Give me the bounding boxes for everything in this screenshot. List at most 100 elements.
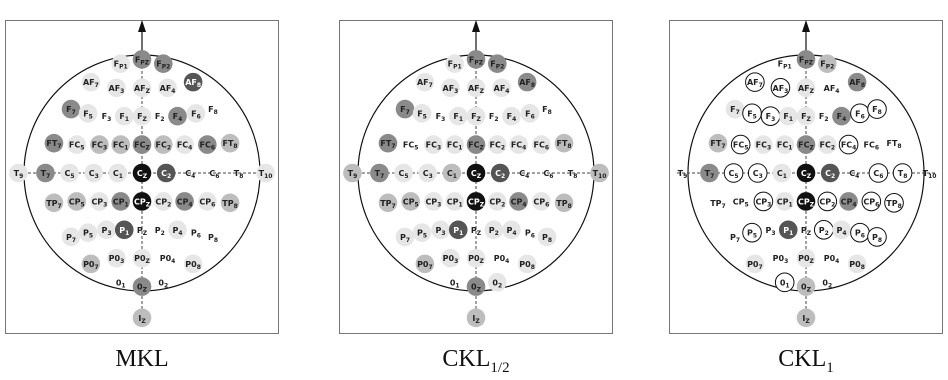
electrode-label: FC6 xyxy=(200,141,216,152)
electrode-label-sub: 4 xyxy=(188,201,192,208)
electrode-cp4: CP4 xyxy=(175,192,194,211)
electrode-label: CP3 xyxy=(91,197,107,208)
caption-base: MKL xyxy=(115,346,169,372)
electrode-disc xyxy=(394,163,413,183)
electrode-t10: T10 xyxy=(590,163,609,183)
electrode-label: TP7 xyxy=(46,199,62,210)
electrode-label: P8 xyxy=(872,233,882,244)
electrode-disc xyxy=(132,163,152,183)
electrode-po4: P04 xyxy=(160,254,176,265)
electrode-disc xyxy=(67,135,86,154)
electrode-label-sub: 7 xyxy=(736,109,740,116)
electrode-label: P7 xyxy=(66,233,76,244)
electrode-disc xyxy=(401,192,420,211)
electrode-label: CP5 xyxy=(69,197,85,208)
electrode-disc xyxy=(90,192,109,211)
electrode-label-sub: 8 xyxy=(548,109,552,116)
electrode-cp3: CP3 xyxy=(424,192,443,211)
electrode-label: IZ xyxy=(138,314,146,325)
electrode-label: 01 xyxy=(780,278,790,289)
electrode-disc xyxy=(445,192,464,211)
electrode-disc xyxy=(796,192,816,211)
electrode-label-sub: 6 xyxy=(545,145,549,152)
electrode-disc xyxy=(778,220,798,240)
electrode-disc xyxy=(183,72,203,92)
electrode-p3: P3 xyxy=(97,220,116,240)
electrode-disc xyxy=(186,104,206,123)
electrode-label: P0Z xyxy=(134,254,150,265)
electrode-disc xyxy=(114,220,134,240)
electrode-po8: P08 xyxy=(847,254,867,274)
electrode-label: P8 xyxy=(208,233,218,244)
electrode-label-sub: 8 xyxy=(531,264,535,271)
electrode-label: C3 xyxy=(423,169,433,180)
electrode-p1: P1 xyxy=(114,220,134,240)
electrode-fc1: FC1 xyxy=(445,135,464,154)
electrode-label-sub: 7 xyxy=(406,237,410,244)
electrode-disc xyxy=(832,106,851,126)
electrode-cp4: CP4 xyxy=(839,192,858,211)
electrode-p7: P7 xyxy=(395,227,415,247)
electrode-label: P07 xyxy=(417,260,433,271)
electrode-label: P4 xyxy=(172,226,182,237)
electrode-label-sub: Z xyxy=(143,116,148,123)
topomap-panel-mkl: FPZ FP1 FP2 AF7 AF3 AFZ AF4 AF8 F7 F5 F3 F1 FZ F2 F4 F6… xyxy=(5,20,279,334)
electrode-disc xyxy=(154,54,173,73)
electrode-label: C2 xyxy=(825,169,835,180)
electrode-ft7: FT7 xyxy=(708,133,728,153)
electrode-label-sub: 5 xyxy=(70,173,74,180)
electrode-label-sub: 1 xyxy=(783,173,787,180)
electrode-disc xyxy=(796,50,816,69)
electrode-f6: F6 xyxy=(186,104,206,123)
electrode-label-sub: 2 xyxy=(164,282,168,289)
electrode-label-sub: 8 xyxy=(861,264,865,271)
electrode-disc xyxy=(183,254,203,274)
electrode-label: FZ xyxy=(801,112,811,123)
electrode-label: FT7 xyxy=(380,139,395,150)
electrode-label-sub: 3 xyxy=(454,258,458,265)
electrode-disc xyxy=(132,106,152,126)
electrode-c5: C5 xyxy=(723,163,744,183)
electrode-label: P04 xyxy=(160,254,176,265)
electrode-disc xyxy=(132,135,152,154)
electrode-label-sub: Z xyxy=(146,258,151,265)
electrode-label-sub: 4 xyxy=(505,88,509,95)
electrode-label-sub: 6 xyxy=(545,201,549,208)
electrode-label-sub: 8 xyxy=(548,237,552,244)
electrode-cp1: CP1 xyxy=(445,192,464,211)
electrode-po3: P03 xyxy=(773,254,789,265)
electrode-label: 01 xyxy=(450,278,460,289)
electrode-label: FCZ xyxy=(134,141,150,152)
electrode-disc xyxy=(111,135,130,154)
electrode-label: F8 xyxy=(872,105,882,116)
electrode-label: TP7 xyxy=(710,199,726,210)
electrode-disc xyxy=(466,192,486,211)
electrode-label-sub: 8 xyxy=(531,82,535,89)
electrode-label: T7 xyxy=(705,169,715,180)
electrode-label-sub: 4 xyxy=(512,230,516,237)
electrode-f3: F3 xyxy=(436,112,446,123)
electrode-disc xyxy=(725,99,745,119)
electrode-label: CP6 xyxy=(199,197,215,208)
electrode-disc xyxy=(796,277,816,296)
electrode-label-sub: 7 xyxy=(72,109,76,116)
electrode-disc xyxy=(796,106,816,126)
electrode-label-sub: 6 xyxy=(861,113,865,120)
electrode-label: FC5 xyxy=(733,141,749,152)
electrode-label: FC4 xyxy=(177,141,193,152)
caption-sub: 1 xyxy=(826,359,834,376)
electrode-label-sub: 10 xyxy=(264,173,272,180)
electrode-afz: AFZ xyxy=(466,78,486,98)
electrode-label: 0Z xyxy=(137,283,148,294)
electrode-label-sub: 6 xyxy=(531,113,535,120)
electrode-label: CP4 xyxy=(511,197,527,208)
electrode-label: PZ xyxy=(137,226,148,237)
electrode-p8: P8 xyxy=(537,227,557,247)
electrode-label-sub: P2 xyxy=(496,64,505,71)
electrode-label: F7 xyxy=(400,105,410,116)
electrode-label: C2 xyxy=(161,169,171,180)
electrode-disc xyxy=(154,135,173,154)
electrode-af3: AF3 xyxy=(441,78,460,98)
electrode-disc xyxy=(132,277,152,296)
electrode-f4: F4 xyxy=(168,106,187,126)
